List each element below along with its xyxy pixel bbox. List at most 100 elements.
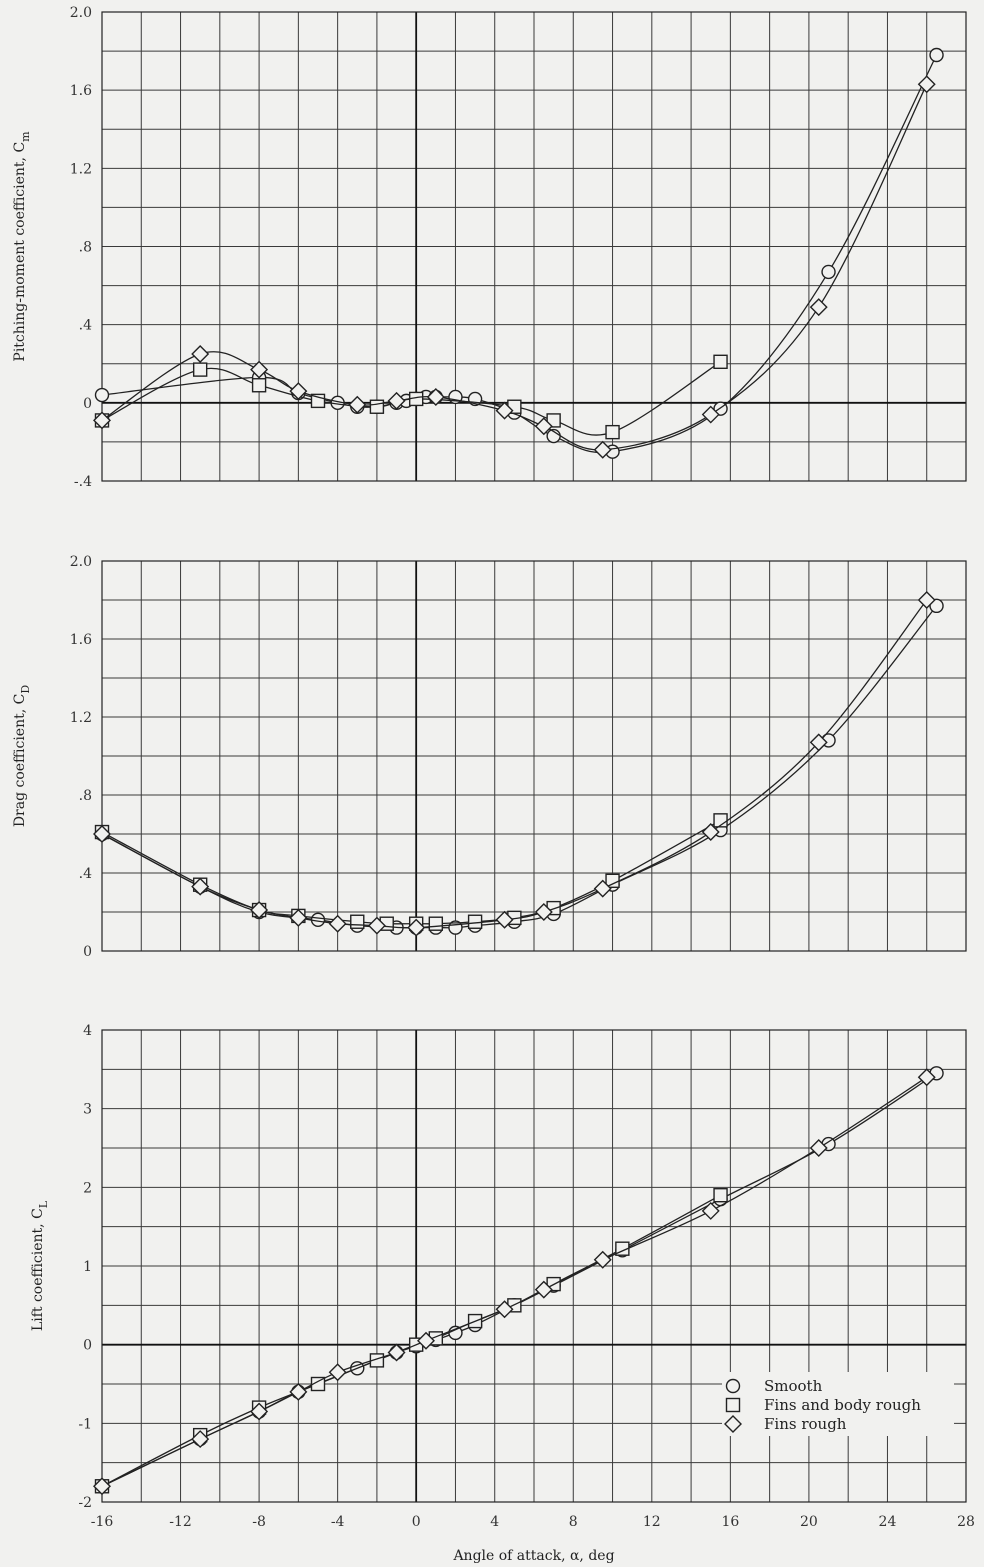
data-point xyxy=(821,264,836,280)
plot-frame-cd xyxy=(101,560,967,952)
data-point xyxy=(534,417,553,436)
data-point xyxy=(929,598,944,614)
data-point xyxy=(387,391,406,410)
y-tick-label: .4 xyxy=(79,866,92,882)
data-point xyxy=(809,1139,828,1157)
panel-cl: -2 -1 0 1 2 3 4 Lift coefficient, CL xyxy=(30,1023,967,1511)
data-point xyxy=(426,387,445,406)
series-circle xyxy=(94,47,944,459)
data-point xyxy=(713,1187,728,1203)
y-tick-label: 0 xyxy=(83,944,92,960)
grid-cm xyxy=(101,11,967,482)
y-tick-label: 0 xyxy=(83,1338,92,1354)
data-point xyxy=(192,362,208,377)
series-line xyxy=(101,605,938,929)
data-point xyxy=(289,908,308,927)
plot-frame-cm xyxy=(101,11,967,482)
x-tick-label: 8 xyxy=(569,1514,578,1530)
panel-cm: -.4 0 .4 .8 1.2 1.6 2.0 Pitching-moment coeffic… xyxy=(12,5,967,490)
series-square xyxy=(94,1187,728,1494)
x-tick-label: -16 xyxy=(91,1514,114,1530)
y-tick-label: 2.0 xyxy=(70,5,92,21)
x-tick-label: 0 xyxy=(412,1514,421,1530)
x-tick-label: 28 xyxy=(957,1514,975,1530)
series-circle xyxy=(94,598,944,935)
series-line xyxy=(101,599,928,929)
data-point xyxy=(809,733,828,752)
y-axis-label: Lift coefficient, CL xyxy=(30,1200,50,1331)
data-point xyxy=(289,382,308,401)
panel-cd: 0 .4 .8 1.2 1.6 2.0 Drag coefficient, CD xyxy=(12,554,967,960)
legend-marker xyxy=(725,1397,741,1413)
data-point xyxy=(495,1300,514,1319)
data-point xyxy=(701,1201,720,1220)
data-point xyxy=(407,918,426,937)
x-tick-label: -12 xyxy=(169,1514,192,1530)
data-point xyxy=(328,914,347,933)
grid-cd xyxy=(101,560,967,952)
series-square xyxy=(94,813,728,931)
y-tick-label: 4 xyxy=(83,1023,92,1039)
data-point xyxy=(191,877,210,896)
y-tick-label: .8 xyxy=(79,788,92,804)
series-square xyxy=(94,354,728,440)
data-point xyxy=(713,354,728,369)
data-point xyxy=(367,916,386,935)
series-diamond xyxy=(93,591,936,937)
data-point xyxy=(250,360,269,379)
series-diamond xyxy=(93,75,936,459)
series-line xyxy=(101,819,721,925)
data-point xyxy=(93,825,111,843)
data-point xyxy=(929,47,944,63)
x-tick-label: 24 xyxy=(879,1514,897,1530)
data-point xyxy=(917,591,936,609)
data-point xyxy=(310,1376,326,1392)
y-tick-label: 1.2 xyxy=(70,161,92,177)
series-diamond xyxy=(93,1068,936,1496)
x-tick-label: -8 xyxy=(252,1514,266,1530)
data-point xyxy=(495,910,514,929)
x-tick-label: 12 xyxy=(643,1514,661,1530)
data-point xyxy=(191,1430,210,1449)
data-point xyxy=(593,879,612,898)
series-line xyxy=(101,84,928,451)
legend-entry: Fins and body rough xyxy=(764,1396,921,1414)
data-point xyxy=(387,1343,406,1362)
y-tick-label: -1 xyxy=(78,1416,92,1432)
y-tick-label: 1.6 xyxy=(70,83,92,99)
y-tick-label: 3 xyxy=(83,1102,92,1118)
data-point xyxy=(534,903,553,921)
y-tick-label: 1.6 xyxy=(70,632,92,648)
y-axis-label: Drag coefficient, CD xyxy=(12,685,32,828)
data-point xyxy=(546,413,561,428)
y-axis-label: Pitching-moment coefficient, Cm xyxy=(12,131,32,362)
data-point xyxy=(191,344,210,363)
x-axis-label: Angle of attack, α, deg xyxy=(452,1548,614,1564)
data-point xyxy=(593,440,612,459)
y-tick-label: 1 xyxy=(83,1259,92,1275)
data-point xyxy=(701,823,720,842)
data-point xyxy=(328,1363,347,1382)
y-tick-label: .4 xyxy=(79,318,92,334)
data-point xyxy=(495,401,514,420)
data-point xyxy=(809,298,828,317)
data-point xyxy=(94,387,110,403)
y-tick-label: .8 xyxy=(79,240,92,256)
data-point xyxy=(348,395,367,414)
data-point xyxy=(467,914,483,929)
y-tick-label: 0 xyxy=(83,396,92,412)
data-point xyxy=(605,424,620,440)
y-tick-label: -.4 xyxy=(74,474,92,490)
data-point xyxy=(534,1280,553,1299)
data-point xyxy=(428,916,444,931)
data-point xyxy=(917,1068,936,1087)
data-point xyxy=(701,405,720,424)
legend-box xyxy=(722,1372,954,1436)
data-point xyxy=(250,1402,269,1421)
x-tick-label: 4 xyxy=(490,1514,499,1530)
data-point xyxy=(417,1331,435,1350)
legend-marker xyxy=(724,1415,742,1433)
y-tick-label: 1.2 xyxy=(70,710,92,726)
data-point xyxy=(250,901,269,920)
